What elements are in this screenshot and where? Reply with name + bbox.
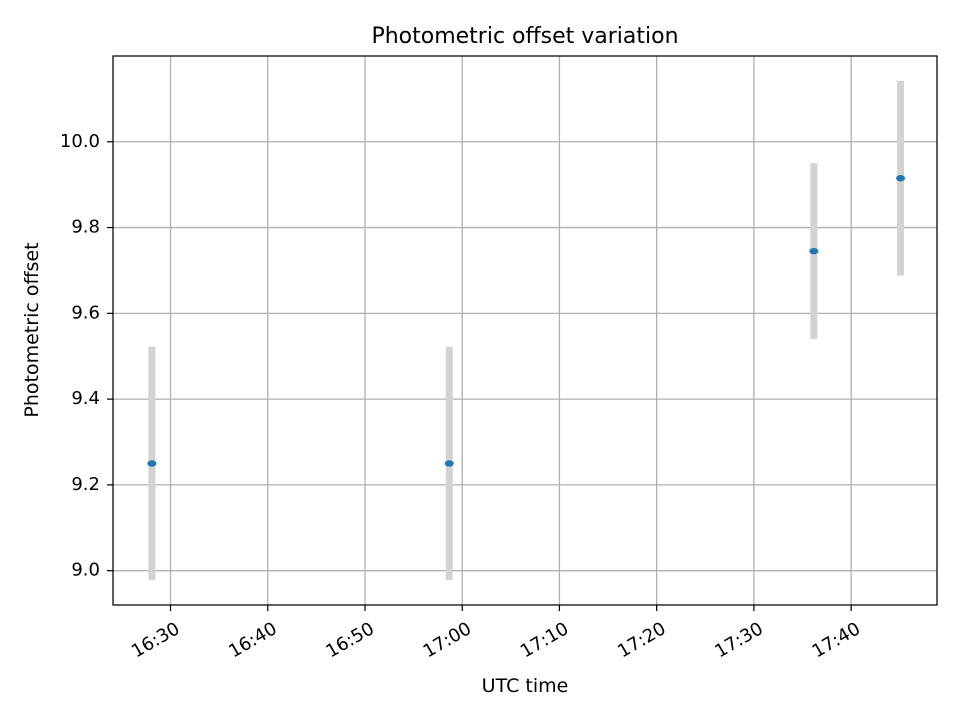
data-point bbox=[809, 247, 819, 255]
data-point bbox=[444, 460, 454, 467]
y-axis-label: Photometric offset bbox=[21, 242, 43, 417]
y-tick-label: 10.0 bbox=[60, 131, 100, 152]
y-tick-label: 9.0 bbox=[71, 560, 100, 581]
data-layer bbox=[147, 80, 906, 581]
y-tick-label: 9.6 bbox=[71, 302, 100, 323]
y-tick-label: 9.8 bbox=[71, 217, 100, 238]
data-point bbox=[147, 460, 157, 467]
plot-frame bbox=[112, 55, 938, 606]
grid-layer bbox=[113, 56, 937, 605]
x-axis-label: UTC time bbox=[482, 675, 569, 697]
y-tick-label: 9.2 bbox=[71, 474, 100, 495]
chart-title: Photometric offset variation bbox=[371, 24, 678, 49]
data-point bbox=[896, 175, 906, 182]
y-tick-label: 9.4 bbox=[71, 388, 100, 409]
